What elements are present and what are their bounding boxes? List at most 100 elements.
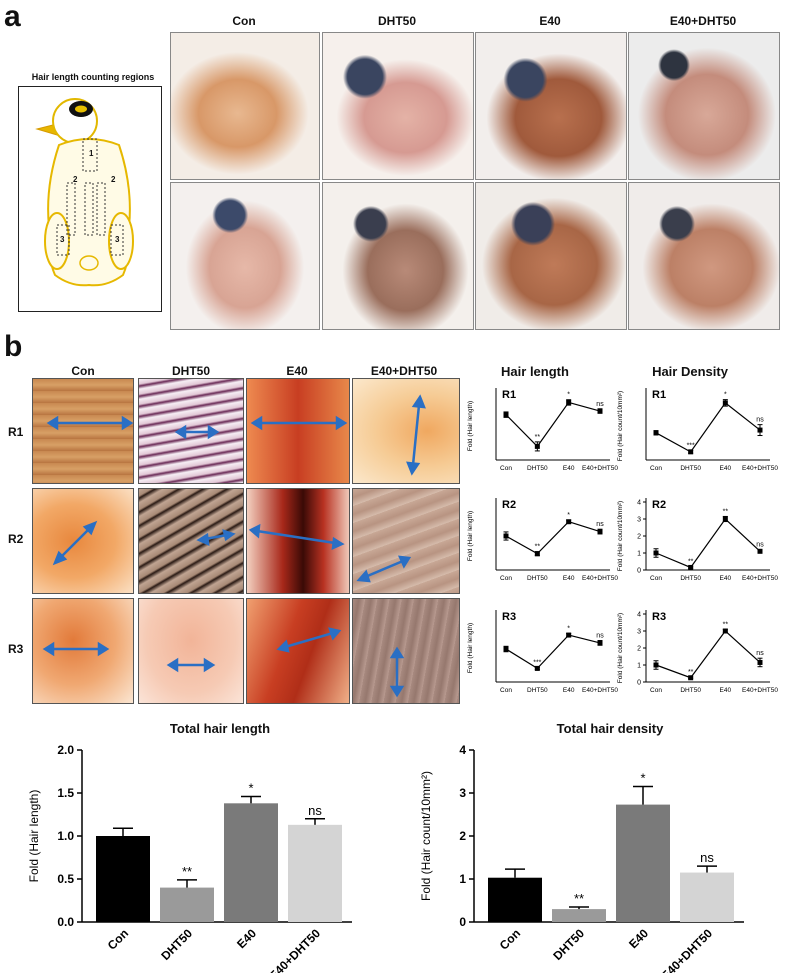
y-axis-label: Fold (Hair count/10mm²) [617,501,624,571]
chart-total-hair-length: Fold (Hair length) 0.0 0.5 1.0 1.5 2.0 Con ** DH… [27,743,352,973]
data-point [653,662,659,668]
x-tick-label: Con [500,575,512,582]
significance-marker: ** [574,891,584,906]
micro-r2-e40 [246,488,350,594]
y-tick-label: 1 [637,663,641,670]
x-tick-label: Con [500,687,512,694]
significance-marker: * [567,625,570,632]
significance-marker: * [567,392,570,399]
y-axis-label: Fold (Hair count/10mm²) [617,391,624,461]
significance-marker: * [640,771,645,786]
bar [552,909,606,922]
panel-b-col-combo: E40+DHT50 [370,364,438,378]
measure-arrow [174,424,220,440]
photo-combo-1 [628,32,780,180]
significance-marker: ns [756,542,764,549]
measure-arrow [166,657,216,673]
hair-density-title: Hair Density [652,364,728,379]
x-tick-label: E40 [563,465,575,472]
y-tick-label: 1 [459,872,466,886]
bar [616,804,670,922]
significance-marker: ns [596,401,604,408]
region-label-3b: 3 [115,235,120,244]
measure-arrow [52,520,98,566]
y-tick-label: 3 [637,629,641,636]
x-tick-label: Con [650,575,662,582]
bar [224,803,278,922]
series-line [655,402,761,453]
measure-arrow [248,523,345,551]
significance-marker: ns [756,417,764,424]
x-tick-label: E40+DHT50 [742,687,778,694]
chart-hair-length-r2: R2 Fold (Hair length) Con ** DHT50 * E40 ns E40+… [467,498,618,582]
bar [488,877,542,922]
panel-a-col-combo: E40+DHT50 [669,14,737,28]
hair-length-title: Hair length [501,364,569,379]
data-point [688,564,694,570]
y-axis-label: Fold (Hair length) [467,401,474,451]
data-point [722,400,728,406]
measure-arrow [356,555,412,583]
x-tick-label: E40 [234,926,259,951]
y-tick-label: 2 [459,829,466,843]
micro-r1-combo [352,378,460,484]
significance-marker: ** [723,508,729,515]
significance-marker: ns [596,633,604,640]
measure-arrow [42,641,110,657]
y-tick-label: 4 [459,743,466,757]
total-density-title: Total hair density [556,721,664,736]
y-axis-label: Fold (Hair length) [27,790,41,883]
measure-arrow [250,415,348,431]
y-tick-label: 2.0 [57,743,74,757]
data-point [688,675,694,681]
y-axis-label: Fold (Hair length) [467,511,474,561]
data-point [722,628,728,634]
data-point [722,516,728,522]
y-axis-label: Fold (Hair count/10mm²) [617,613,624,683]
x-tick-label: E40+DHT50 [742,465,778,472]
x-tick-label: Con [500,465,512,472]
x-tick-label: DHT50 [680,465,701,472]
panel-label: R1 [652,389,666,401]
y-tick-label: 3 [459,786,466,800]
significance-marker: ** [688,559,694,566]
significance-marker: ** [723,621,729,628]
y-tick-label: 0.0 [57,915,74,929]
photo-dht50-1 [322,32,474,180]
total-length-title: Total hair length [169,721,271,736]
x-tick-label: E40+DHT50 [582,575,618,582]
chart-hair-length-r3: R3 Fold (Hair length) Con *** DHT50 * E40 ns E40… [467,610,618,694]
y-tick-label: 4 [637,612,641,619]
panel-b-col-e40: E40 [286,364,308,378]
series-line [505,634,601,670]
y-tick-label: 1 [637,551,641,558]
data-point [503,646,509,652]
y-tick-label: 2 [637,534,641,541]
series-line [505,401,601,448]
data-point [688,449,694,455]
x-tick-label: E40+DHT50 [266,926,323,973]
significance-marker: * [724,392,727,399]
measure-arrow [46,415,133,431]
data-point [597,408,603,414]
y-axis-label: Fold (Hair count/10mm²) [419,771,433,901]
micro-r3-e40 [246,598,350,704]
chart-hair-density-r2: R2 Fold (Hair count/10mm²) 0 1 2 3 4 Con ** DHT50… [617,498,778,582]
photo-combo-2 [628,182,780,330]
significance-marker: ** [535,544,541,551]
series-line [655,518,761,569]
measure-arrow [276,627,342,653]
x-tick-label: Con [497,926,523,952]
data-point [534,665,540,671]
bar [288,824,342,922]
data-point [757,659,763,665]
data-point [566,519,572,525]
photo-con-2 [170,182,320,330]
x-tick-label: DHT50 [158,926,195,963]
micro-r1-e40 [246,378,350,484]
data-point [757,548,763,554]
micro-r3-combo [352,598,460,704]
micro-r2-dht50 [138,488,244,594]
photo-e40-1 [475,32,627,180]
y-tick-label: 1.5 [57,786,74,800]
